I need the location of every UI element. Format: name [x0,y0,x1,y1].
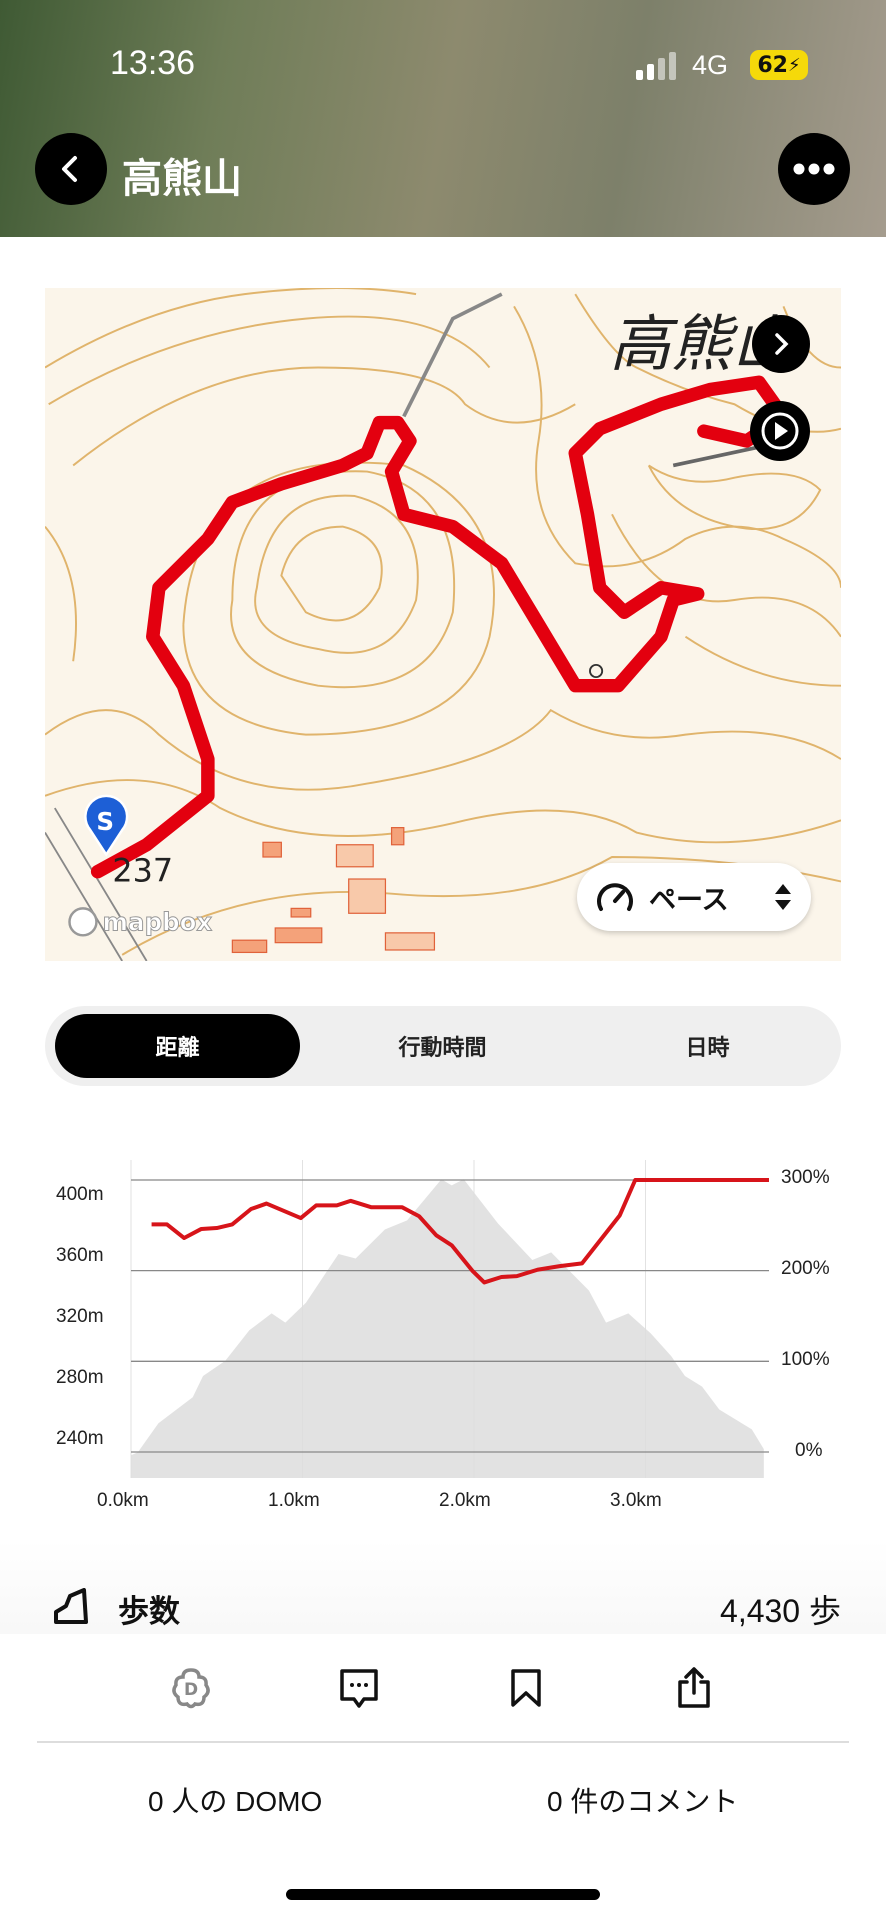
svg-text:S: S [96,807,114,836]
tab-moving-time[interactable]: 行動時間 [398,1036,487,1061]
road [402,292,503,418]
chevron-left-icon [62,156,77,182]
status-time: 13:36 [110,44,196,82]
more-button[interactable] [778,133,850,205]
battery-indicator: 62 ⚡ [750,50,808,80]
y-left-tick: 400m [56,1184,104,1205]
metric-selector[interactable]: ペース [577,863,811,931]
divider [37,1741,849,1743]
bookmark-icon[interactable] [504,1666,548,1710]
road [45,807,148,961]
ellipsis-icon [793,163,835,175]
x-tick: 0.0km [97,1490,149,1511]
charging-icon: ⚡ [787,54,801,76]
boot-icon [54,1588,88,1624]
battery-level: 62 [757,52,788,78]
svg-text:mapbox: mapbox [103,907,213,936]
chart-axis-tabs: 距離 行動時間 日時 [45,1006,841,1086]
header-background [0,0,886,237]
signal-icon [636,52,680,80]
y-right-tick: 100% [781,1349,830,1370]
tab-distance[interactable]: 距離 [55,1014,300,1078]
sort-updown-icon [775,884,791,910]
metric-label: ペース [649,884,729,916]
elevation-area [131,1179,764,1478]
svg-text:D: D [184,1680,198,1700]
tab-datetime[interactable]: 日時 [685,1036,730,1061]
steps-row: 歩数 4,430 歩 [0,1582,886,1630]
x-tick: 3.0km [610,1490,662,1511]
y-right-tick: 0% [795,1440,823,1461]
network-type: 4G [692,50,729,80]
steps-label: 歩数 [118,1594,180,1630]
speedometer-icon [597,883,633,911]
trail [672,445,760,468]
play-icon [761,412,799,450]
scroll-fade [0,1540,886,1634]
y-right-tick: 300% [781,1167,830,1188]
y-right-tick: 200% [781,1258,830,1279]
route-line [90,375,791,879]
steps-value: 4,430 歩 [720,1593,841,1629]
y-left-tick: 360m [56,1245,104,1266]
route-map[interactable]: 高熊山 237 S mapbox ペース [45,288,841,961]
next-button[interactable] [752,315,810,373]
x-tick: 1.0km [268,1490,320,1511]
home-indicator [286,1889,600,1900]
buildings [231,827,436,954]
elevation-label: 237 [112,851,173,889]
y-left-tick: 240m [56,1428,104,1449]
page-title: 高熊山 [122,156,242,202]
mapbox-logo: mapbox [68,907,213,937]
summit-marker-icon [589,663,604,679]
y-left-tick: 320m [56,1306,104,1327]
start-marker[interactable]: S [84,794,129,857]
domo-flower-icon[interactable]: D [169,1666,213,1710]
back-button[interactable] [35,133,107,205]
pace-line [151,1177,769,1285]
elevation-pace-chart [130,1160,769,1478]
x-tick: 2.0km [439,1490,491,1511]
domo-count-link[interactable]: 0 人の DOMO [148,1786,323,1817]
y-left-tick: 280m [56,1367,104,1388]
comment-count-link[interactable]: 0 件のコメント [547,1786,739,1817]
bottom-action-bar [0,1634,886,1920]
chevron-right-icon [775,333,789,355]
map-canvas: 高熊山 237 S mapbox [45,288,841,961]
share-icon[interactable] [672,1666,716,1710]
comment-icon[interactable] [337,1666,381,1710]
play-button[interactable] [750,401,810,461]
